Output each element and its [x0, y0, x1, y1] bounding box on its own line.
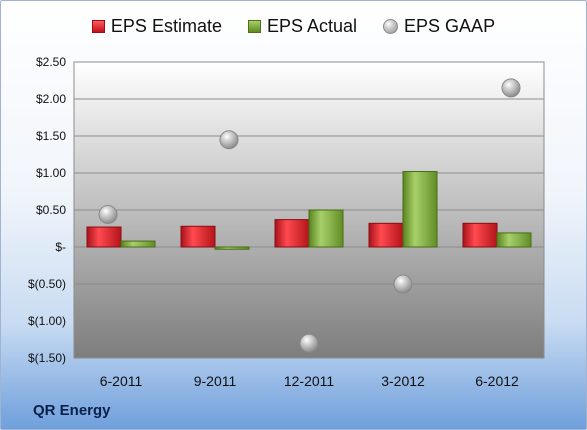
y-tick-label: $1.00 [36, 166, 66, 180]
point-eps-gaap [299, 333, 319, 353]
point-eps-gaap [219, 130, 239, 150]
bar-eps-estimate [180, 225, 216, 248]
gaap-points [98, 78, 521, 353]
bar-eps-actual [496, 232, 532, 248]
bar-eps-actual [308, 209, 344, 248]
bar-series [86, 171, 532, 250]
y-tick-label: $(1.50) [28, 351, 66, 365]
bar-eps-actual [120, 240, 156, 248]
bar-eps-estimate [274, 219, 310, 248]
bar-eps-estimate [86, 226, 122, 248]
y-tick-label: $0.50 [36, 203, 66, 217]
chart-legend: EPS Estimate EPS Actual EPS GAAP [0, 16, 587, 37]
x-tick-label: 6-2011 [100, 373, 143, 389]
point-eps-gaap [98, 204, 118, 224]
y-tick-label: $2.50 [36, 55, 66, 69]
legend-item-gaap: EPS GAAP [383, 16, 495, 37]
y-tick-label: $(1.00) [28, 314, 66, 328]
legend-label-gaap: EPS GAAP [404, 16, 496, 36]
bar-eps-estimate [462, 222, 498, 248]
legend-item-actual: EPS Actual [247, 16, 358, 37]
legend-item-estimate: EPS Estimate [91, 16, 222, 37]
x-tick-label: 3-2012 [381, 373, 425, 389]
x-tick-label: 6-2012 [475, 373, 519, 389]
x-tick-label: 9-2011 [194, 373, 237, 389]
gridlines [74, 61, 544, 359]
bar-eps-actual [214, 246, 250, 250]
legend-swatch-actual [247, 20, 261, 33]
y-tick-label: $2.00 [36, 92, 66, 106]
legend-swatch-gaap [383, 19, 399, 34]
point-eps-gaap [393, 274, 413, 294]
y-tick-label: $- [55, 240, 66, 254]
company-name: QR Energy [33, 402, 111, 419]
bar-eps-estimate [368, 222, 404, 248]
bar-eps-actual [402, 171, 438, 248]
legend-label-estimate: EPS Estimate [110, 16, 222, 36]
y-axis-ticks: $2.50 $2.00 $1.50 $1.00 $0.50 $- $(0.50) $(1.00… [28, 55, 66, 365]
y-tick-label: $1.50 [36, 129, 66, 143]
y-tick-label: $(0.50) [28, 277, 66, 291]
x-tick-label: 12-2011 [284, 373, 335, 389]
legend-label-actual: EPS Actual [266, 16, 358, 36]
legend-swatch-estimate [91, 20, 105, 33]
point-eps-gaap [501, 78, 521, 98]
x-axis-ticks: 6-2011 9-2011 12-2011 3-2012 6-2012 [100, 373, 519, 389]
